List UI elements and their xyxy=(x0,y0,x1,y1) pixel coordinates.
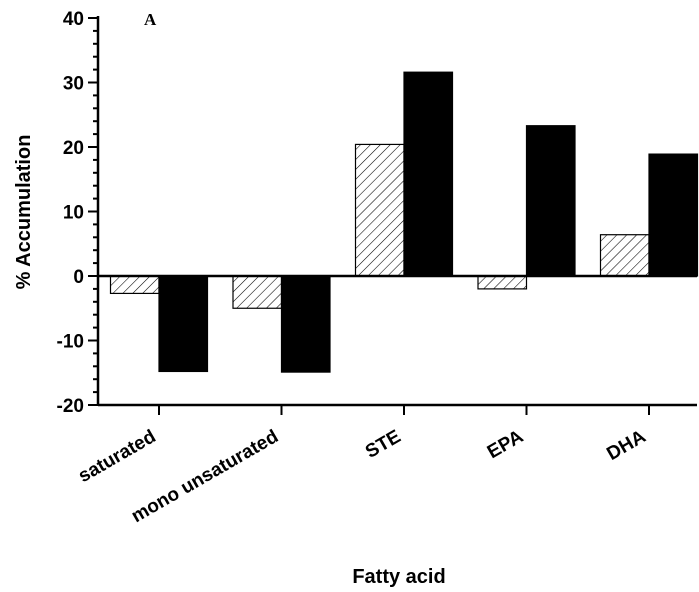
hatched-bar-3 xyxy=(477,275,528,290)
panel-label: A xyxy=(144,10,157,29)
hatched-bar-2 xyxy=(354,143,405,277)
solid-bar-3 xyxy=(525,125,576,277)
category-label: STE xyxy=(362,426,405,463)
y-tick-label: -10 xyxy=(57,332,84,353)
hatched-bar-1 xyxy=(232,275,283,309)
category-label: EPA xyxy=(484,426,527,463)
solid-bar-1 xyxy=(280,275,331,373)
category-label: DHA xyxy=(603,426,649,465)
y-tick-label: 40 xyxy=(63,9,84,30)
x-axis-title: Fatty acid xyxy=(352,566,445,588)
solid-bar-2 xyxy=(403,71,454,277)
y-tick-label: 20 xyxy=(63,138,84,159)
hatched-bar-0 xyxy=(109,275,160,295)
solid-bar-4 xyxy=(648,153,699,277)
hatched-bar-4 xyxy=(599,234,650,277)
y-tick-label: 0 xyxy=(73,267,84,288)
y-tick-label: 10 xyxy=(63,203,84,224)
solid-bar-0 xyxy=(158,275,209,373)
y-axis-title: % Accumulation xyxy=(13,135,35,290)
y-tick-label: -20 xyxy=(57,396,84,417)
y-tick-label: 30 xyxy=(63,74,84,95)
category-label: saturated xyxy=(75,426,160,487)
